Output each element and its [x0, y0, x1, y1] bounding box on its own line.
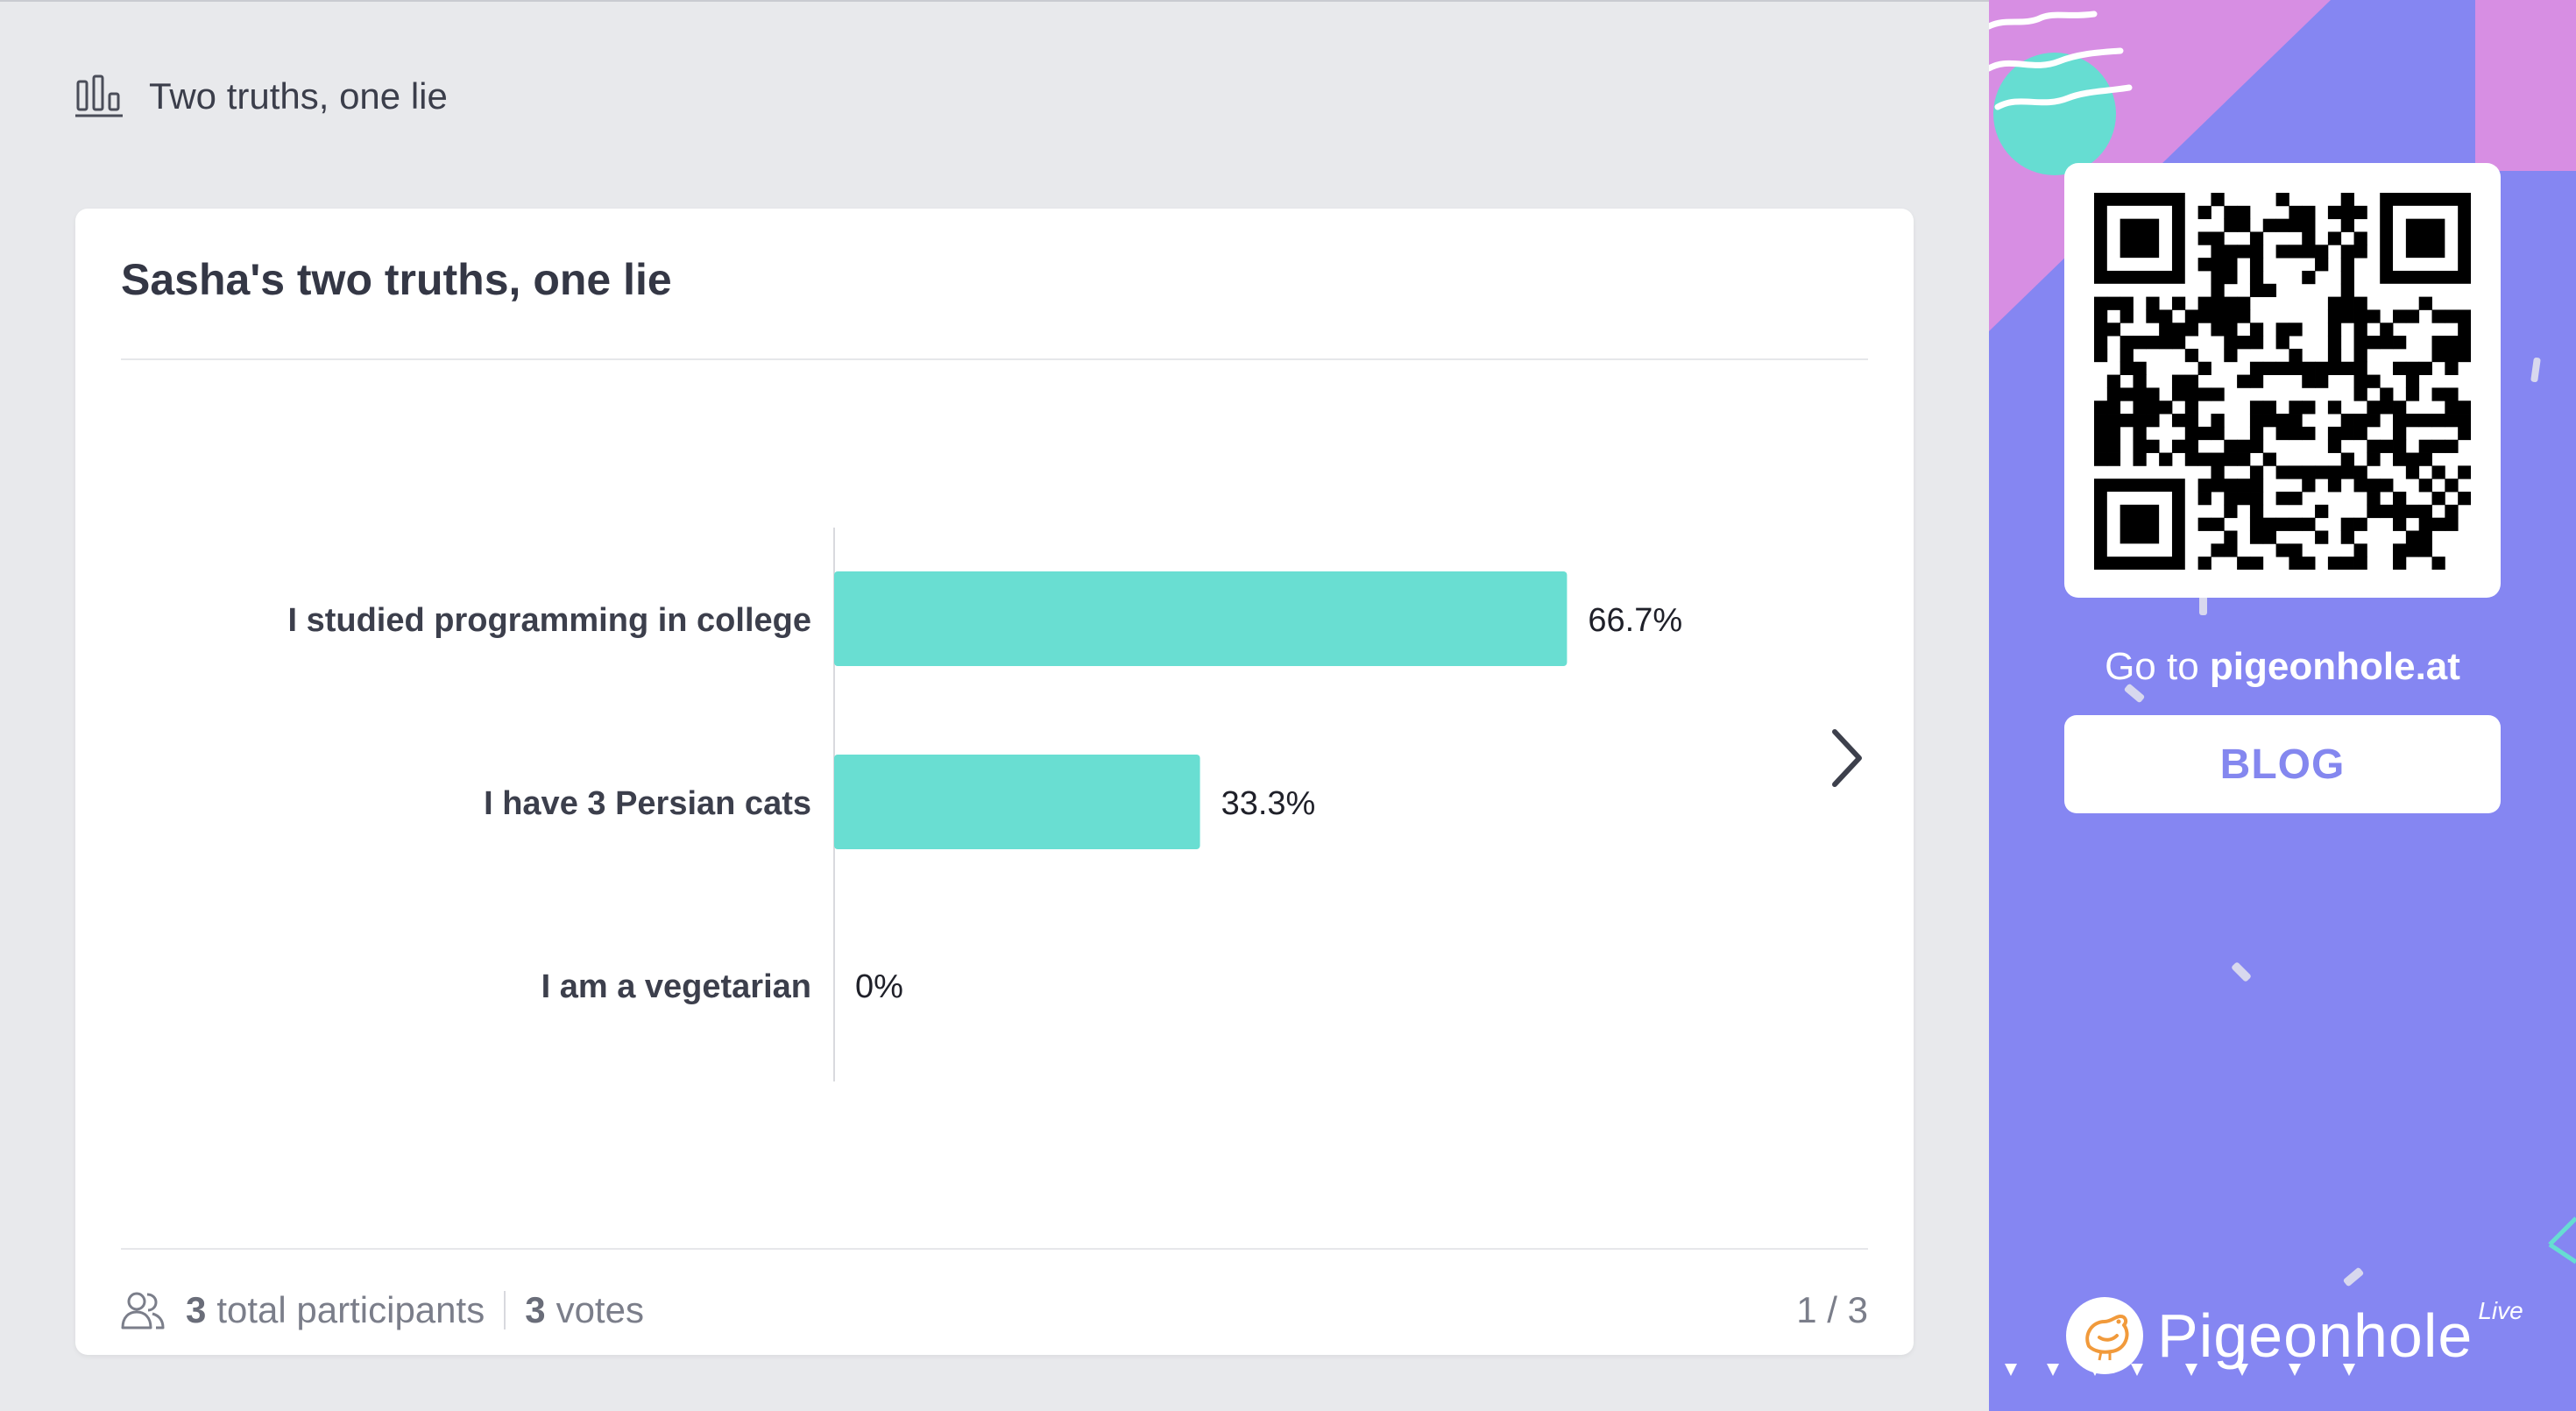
goto-prefix: Go to [2105, 645, 2199, 688]
join-sidebar: Go to pigeonhole.at BLOG Pigeonhole Live [1989, 0, 2576, 1411]
goto-domain-link[interactable]: pigeonhole.at [2209, 645, 2460, 688]
chart-category-label: I studied programming in college [287, 602, 811, 639]
page-header: Two truths, one lie [75, 70, 448, 123]
chart-bar [834, 755, 1200, 849]
join-instruction: Go to pigeonhole.at [2064, 645, 2501, 689]
card-footer: 3 total participants 3 votes [121, 1278, 644, 1343]
card-divider-bottom [121, 1248, 1868, 1250]
qr-code[interactable] [2094, 193, 2471, 570]
footer-separator [504, 1291, 506, 1329]
brand-logo: Pigeonhole Live [2064, 1292, 2523, 1379]
participants-icon [121, 1292, 165, 1329]
chart-value-label: 33.3% [1221, 785, 1316, 822]
votes-label: votes [556, 1289, 644, 1330]
page-indicator: 1 / 3 [1796, 1289, 1868, 1330]
votes-count: 3 [525, 1289, 546, 1330]
card-divider-top [121, 358, 1868, 360]
page-title: Two truths, one lie [149, 75, 448, 117]
poll-question-title: Sasha's two truths, one lie [121, 255, 672, 304]
participants-count: 3 [186, 1289, 207, 1330]
results-bar-chart: I studied programming in college 66.7% I h… [287, 528, 1682, 1081]
brand-name: Pigeonhole [2157, 1301, 2473, 1370]
brand-superscript: Live [2478, 1297, 2523, 1324]
pigeonhole-logo-icon [2066, 1297, 2143, 1374]
bar-chart-icon [75, 74, 123, 117]
blog-button[interactable]: BLOG [2064, 715, 2501, 813]
next-arrow-icon[interactable] [1822, 723, 1872, 793]
chart-value-label: 0% [855, 968, 903, 1005]
chart-value-label: 66.7% [1588, 602, 1682, 639]
qr-code-box[interactable] [2064, 163, 2501, 598]
participants-label: total participants [216, 1289, 485, 1330]
chart-category-label: I have 3 Persian cats [484, 785, 811, 822]
chart-category-label: I am a vegetarian [541, 968, 811, 1005]
top-border [0, 0, 2576, 2]
poll-results-card: Sasha's two truths, one lie I studied pr… [75, 209, 1914, 1355]
chart-bar [834, 571, 1568, 666]
